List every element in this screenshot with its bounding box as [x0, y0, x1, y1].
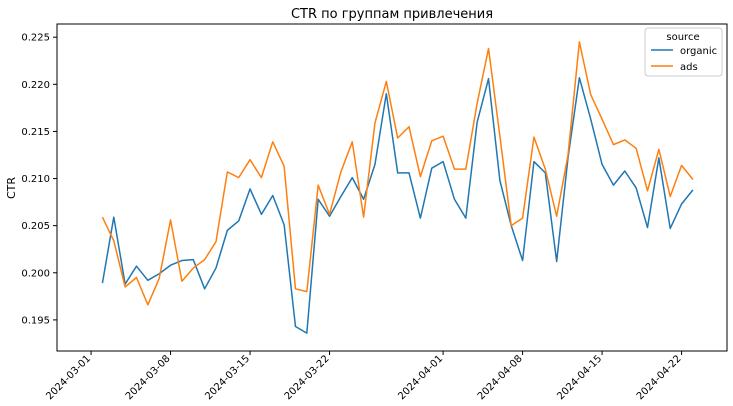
- x-tick-label-2: 2024-03-15: [203, 353, 252, 402]
- x-tick-label-3: 2024-03-22: [283, 353, 332, 402]
- x-tick-label-5: 2024-04-08: [476, 353, 525, 402]
- y-tick-label-4: 0.215: [21, 127, 50, 138]
- y-tick-label-6: 0.225: [21, 33, 50, 44]
- x-tick-label-0: 2024-03-01: [44, 353, 93, 402]
- x-axis: 2024-03-01 2024-03-08 2024-03-15 2024-03-22…: [44, 351, 684, 402]
- y-axis-label: CTR: [5, 177, 18, 199]
- y-tick-label-3: 0.210: [21, 174, 50, 185]
- x-tick-label-7: 2024-04-22: [635, 353, 684, 402]
- legend-title: source: [666, 32, 699, 43]
- x-tick-label-6: 2024-04-15: [555, 353, 604, 402]
- y-tick-label-0: 0.195: [21, 315, 50, 326]
- y-tick-label-5: 0.220: [21, 80, 50, 91]
- series-line-ads: [101, 41, 694, 306]
- legend-box: [644, 27, 723, 77]
- legend-label-organic: organic: [680, 46, 717, 57]
- x-tick-label-1: 2024-03-08: [124, 353, 173, 402]
- series-line-organic: [101, 76, 694, 334]
- y-tick-label-2: 0.205: [21, 221, 50, 232]
- legend: source organic ads: [644, 27, 723, 77]
- series-lines: [101, 41, 694, 334]
- y-axis: 0.195 0.200 0.205 0.210 0.215 0.220 0.225: [21, 33, 57, 326]
- x-tick-label-4: 2024-04-01: [396, 353, 445, 402]
- y-tick-label-1: 0.200: [21, 268, 50, 279]
- chart-title: CTR по группам привлечения: [291, 7, 493, 22]
- plot-area: [56, 23, 728, 352]
- legend-label-ads: ads: [680, 62, 698, 73]
